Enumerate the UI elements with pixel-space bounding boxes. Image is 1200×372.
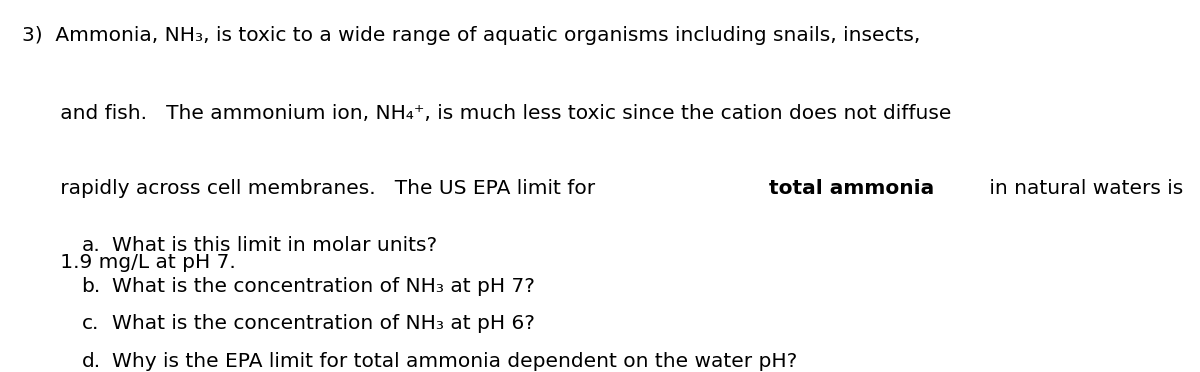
Text: What is the concentration of NH₃ at pH 7?: What is the concentration of NH₃ at pH 7… bbox=[112, 277, 534, 296]
Text: c.: c. bbox=[82, 314, 98, 333]
Text: rapidly across cell membranes.   The US EPA limit for: rapidly across cell membranes. The US EP… bbox=[22, 179, 601, 198]
Text: d.: d. bbox=[82, 352, 101, 371]
Text: in natural waters is: in natural waters is bbox=[983, 179, 1183, 198]
Text: b.: b. bbox=[82, 277, 101, 296]
Text: 1.9 mg/L at pH 7.: 1.9 mg/L at pH 7. bbox=[22, 253, 235, 272]
Text: a.: a. bbox=[82, 236, 101, 255]
Text: What is the concentration of NH₃ at pH 6?: What is the concentration of NH₃ at pH 6… bbox=[112, 314, 534, 333]
Text: Why is the EPA limit for total ammonia dependent on the water pH?: Why is the EPA limit for total ammonia d… bbox=[112, 352, 797, 371]
Text: What is this limit in molar units?: What is this limit in molar units? bbox=[112, 236, 437, 255]
Text: 3)  Ammonia, NH₃, is toxic to a wide range of aquatic organisms including snails: 3) Ammonia, NH₃, is toxic to a wide rang… bbox=[22, 26, 920, 45]
Text: total ammonia: total ammonia bbox=[769, 179, 935, 198]
Text: and fish.   The ammonium ion, NH₄⁺, is much less toxic since the cation does not: and fish. The ammonium ion, NH₄⁺, is muc… bbox=[22, 104, 950, 123]
